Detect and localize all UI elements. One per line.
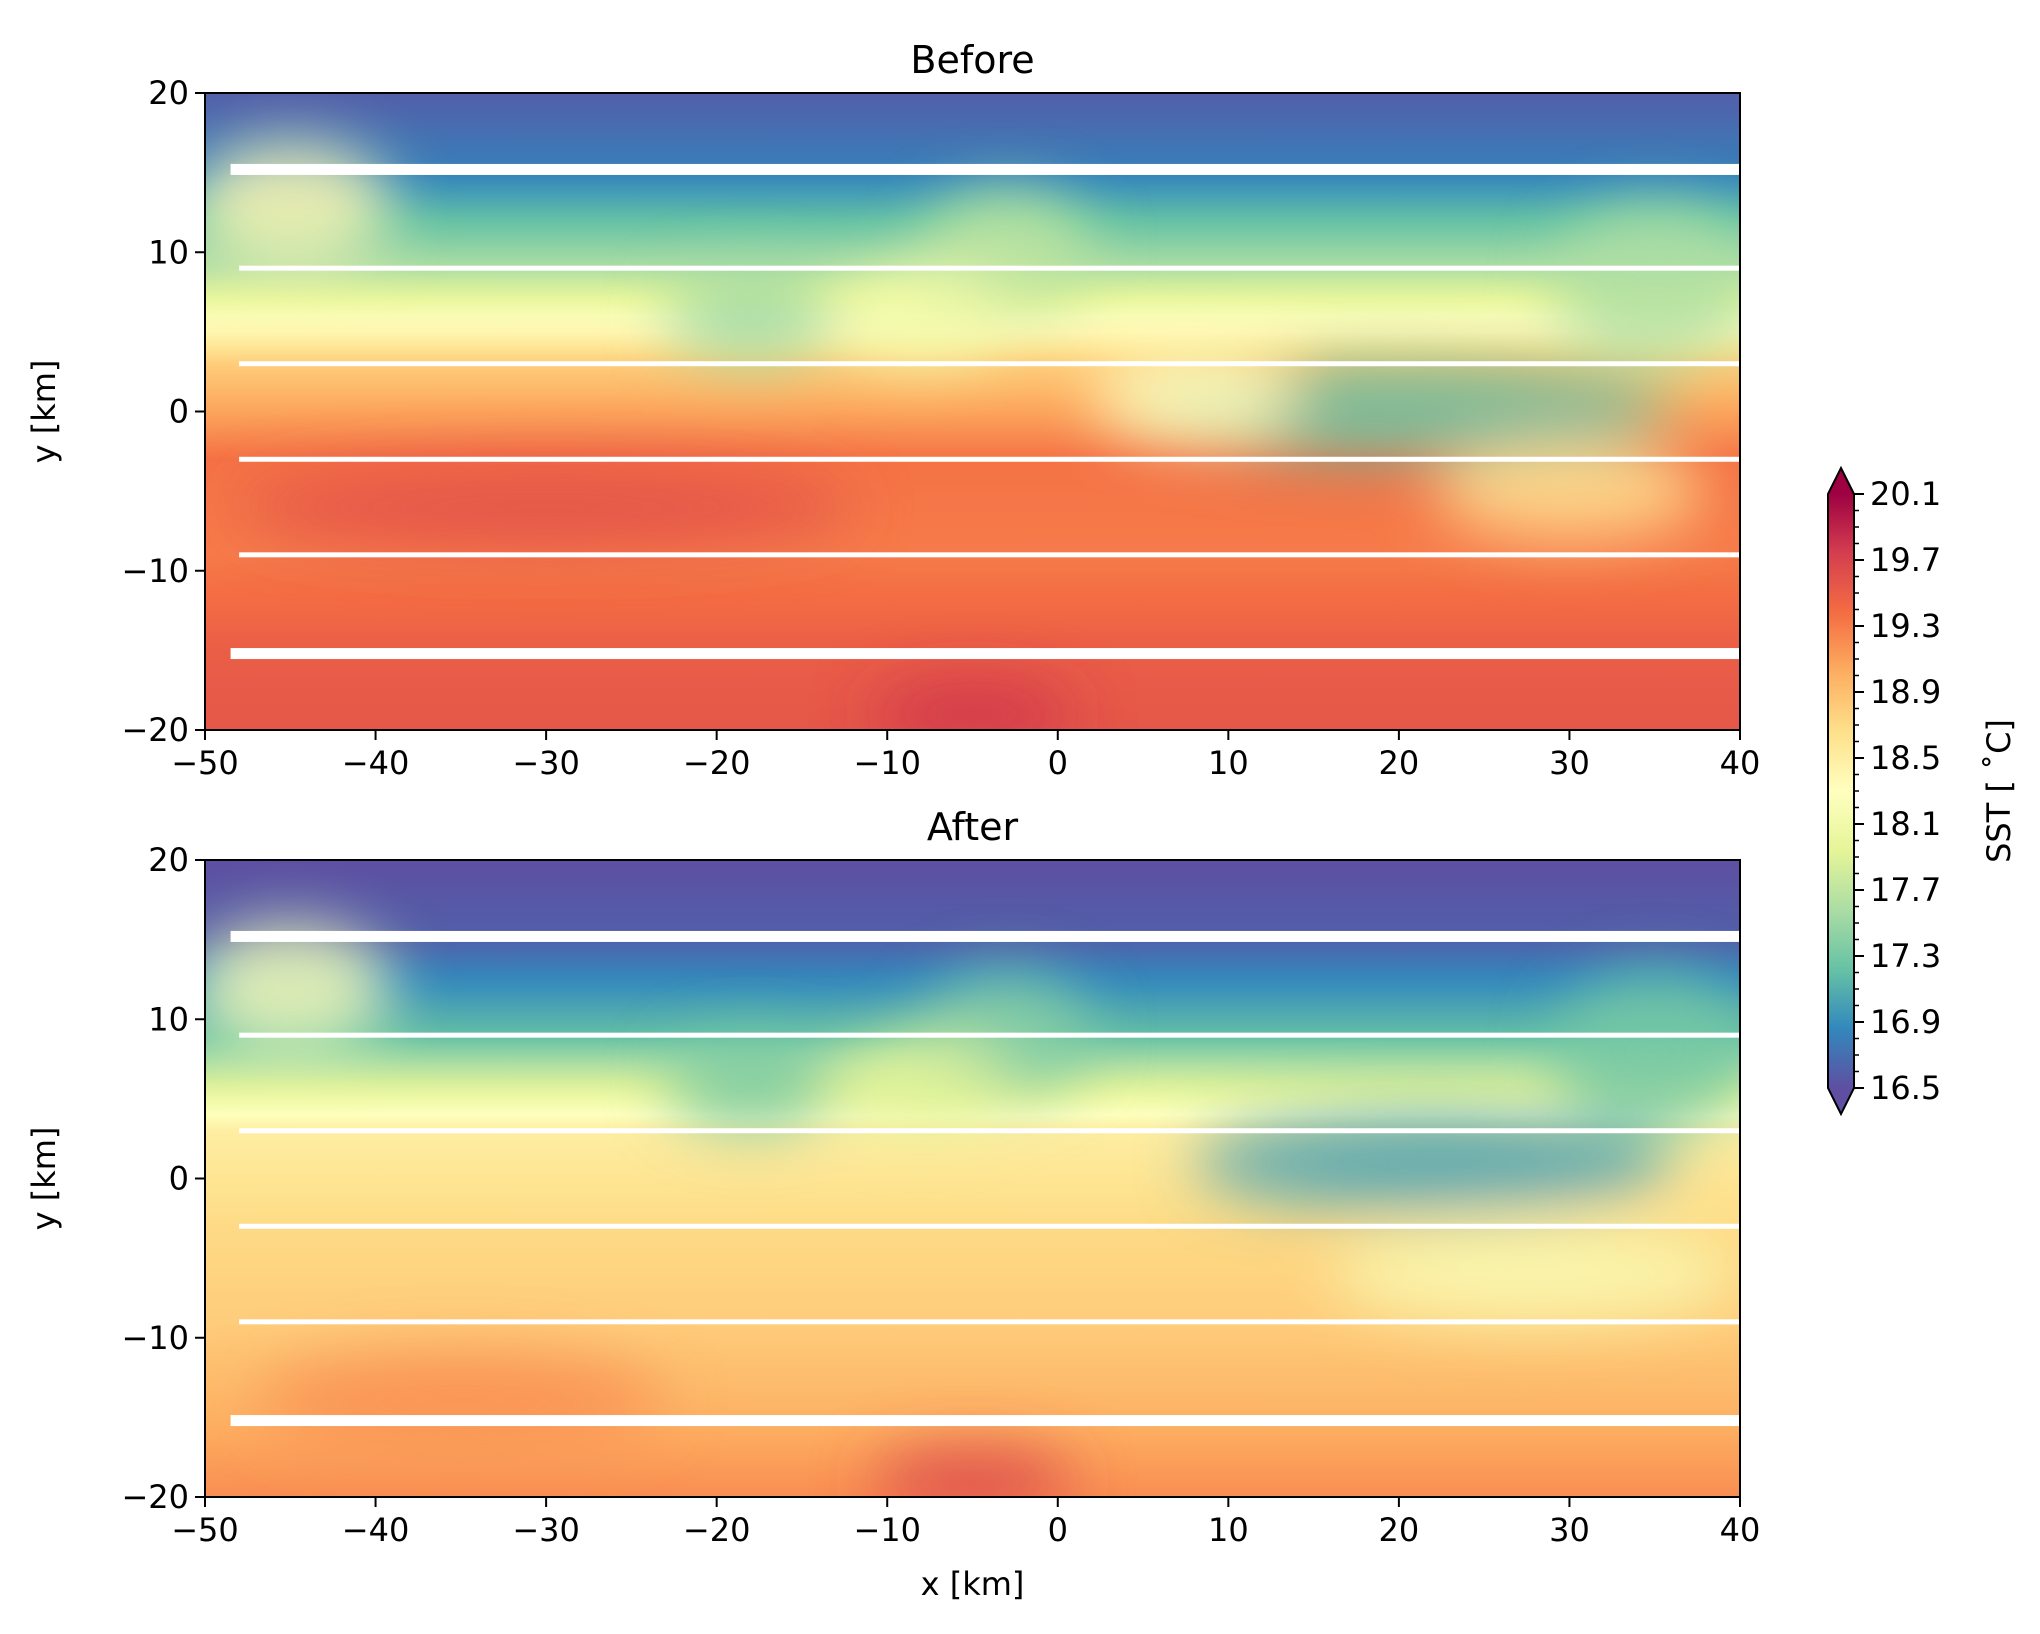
x-tick-label: 40: [1720, 744, 1761, 782]
data-gap: [239, 1319, 1740, 1325]
data-gap: [239, 552, 1740, 558]
y-axis-ticks: −20 −10 0 10 20: [121, 841, 205, 1516]
y-tick-label: −10: [121, 552, 189, 590]
sst-eddy: [1552, 971, 1740, 1131]
colorbar-tick-label: 16.5: [1870, 1069, 1941, 1107]
colorbar-tick-label: 17.7: [1870, 871, 1941, 909]
colorbar-tick-label: 17.3: [1870, 937, 1941, 975]
x-tick-label: 20: [1379, 744, 1420, 782]
colorbar-tick-label: 19.3: [1870, 607, 1941, 645]
sst-eddy: [256, 1353, 666, 1450]
sst-eddy: [205, 140, 393, 269]
sst-eddy: [836, 268, 1007, 364]
y-tick-label: −10: [121, 1319, 189, 1357]
x-tick-label: 20: [1379, 1511, 1420, 1549]
y-axis-label: y [km]: [25, 1127, 63, 1231]
sst-eddy: [1091, 347, 1297, 444]
panel-title: After: [927, 805, 1019, 849]
x-tick-label: −30: [512, 744, 580, 782]
data-gap: [239, 265, 1740, 271]
data-gap: [230, 930, 1740, 942]
x-tick-label: −20: [683, 744, 751, 782]
colorbar-tick-label: 18.5: [1870, 739, 1941, 777]
y-axis-ticks: −20 −10 0 10 20: [121, 74, 205, 749]
x-tick-label: −50: [171, 744, 239, 782]
data-gap: [239, 456, 1740, 462]
colorbar-gradient: [1827, 465, 1855, 1117]
sst-eddy: [1194, 1114, 1672, 1211]
heatmap-panel-before: −50 −40 −30 −20 −10 0 10 20 30 40 −20 −10 0 10 20 Bef…: [25, 38, 1760, 782]
y-tick-label: 20: [148, 74, 189, 112]
colorbar-label: SST [ ˚C]: [1980, 719, 2018, 863]
heatmap-field: [205, 860, 1740, 1497]
colorbar-tick-label: 16.9: [1870, 1003, 1941, 1041]
y-tick-label: 0: [169, 393, 189, 431]
data-gap: [239, 361, 1740, 367]
x-tick-label: 0: [1048, 1511, 1068, 1549]
sst-eddy: [870, 1449, 1075, 1497]
sst-eddy: [870, 682, 1075, 730]
x-tick-label: −40: [342, 1511, 410, 1549]
colorbar-extend-max: [1828, 468, 1854, 494]
colorbar-ticks: 16.5 16.9 17.3 17.7 18.1 18.5 18.9 19.3 19.7 20.1: [1854, 475, 1941, 1107]
x-tick-label: −50: [171, 1511, 239, 1549]
data-gap: [239, 1032, 1740, 1038]
data-gap: [230, 648, 1740, 660]
colorbar-tick-label: 20.1: [1870, 475, 1941, 513]
heatmap-field: [205, 93, 1740, 730]
x-tick-label: −10: [853, 1511, 921, 1549]
sst-eddy: [1552, 204, 1740, 364]
x-tick-label: 10: [1208, 744, 1249, 782]
y-tick-label: 0: [169, 1160, 189, 1198]
colorbar-tick-label: 19.7: [1870, 541, 1941, 579]
x-axis-ticks: −50 −40 −30 −20 −10 0 10 20 30 40: [171, 1497, 1760, 1549]
data-gap: [230, 163, 1740, 175]
y-tick-label: −20: [121, 711, 189, 749]
sst-eddy: [205, 923, 393, 1052]
y-axis-label: y [km]: [25, 360, 63, 464]
y-tick-label: 10: [148, 233, 189, 271]
x-tick-label: −20: [683, 1511, 751, 1549]
sst-eddy: [665, 1035, 837, 1131]
data-gap: [239, 1223, 1740, 1229]
panel-title: Before: [910, 38, 1034, 82]
y-tick-label: −20: [121, 1478, 189, 1516]
data-gap: [239, 1128, 1740, 1134]
x-tick-label: 40: [1720, 1511, 1761, 1549]
colorbar-tick-label: 18.1: [1870, 805, 1941, 843]
colorbar: 16.5 16.9 17.3 17.7 18.1 18.5 18.9 19.3 19.7 20.1…: [1827, 465, 2018, 1117]
colorbar-tick-label: 18.9: [1870, 673, 1941, 711]
y-tick-label: 10: [148, 1000, 189, 1038]
colorbar-gradient-rect: [1828, 494, 1854, 1088]
x-tick-label: 30: [1549, 1511, 1590, 1549]
sst-eddy: [1330, 1226, 1740, 1322]
data-gap: [230, 1415, 1740, 1427]
colorbar-extend-min: [1828, 1088, 1854, 1114]
x-tick-label: 0: [1048, 744, 1068, 782]
x-tick-label: −40: [342, 744, 410, 782]
sst-eddy: [836, 1035, 1007, 1131]
x-tick-label: −10: [853, 744, 921, 782]
x-tick-label: 10: [1208, 1511, 1249, 1549]
sst-eddy: [665, 268, 837, 364]
sst-eddy: [239, 467, 854, 547]
x-tick-label: 30: [1549, 744, 1590, 782]
x-axis-label: x [km]: [921, 1565, 1025, 1603]
sst-eddy: [1433, 443, 1706, 539]
x-tick-label: −30: [512, 1511, 580, 1549]
heatmap-panel-after: −50 −40 −30 −20 −10 0 10 20 30 40 −20 −10 0 10 20 Aft…: [25, 805, 1760, 1603]
y-tick-label: 20: [148, 841, 189, 879]
x-axis-ticks: −50 −40 −30 −20 −10 0 10 20 30 40: [171, 730, 1760, 782]
